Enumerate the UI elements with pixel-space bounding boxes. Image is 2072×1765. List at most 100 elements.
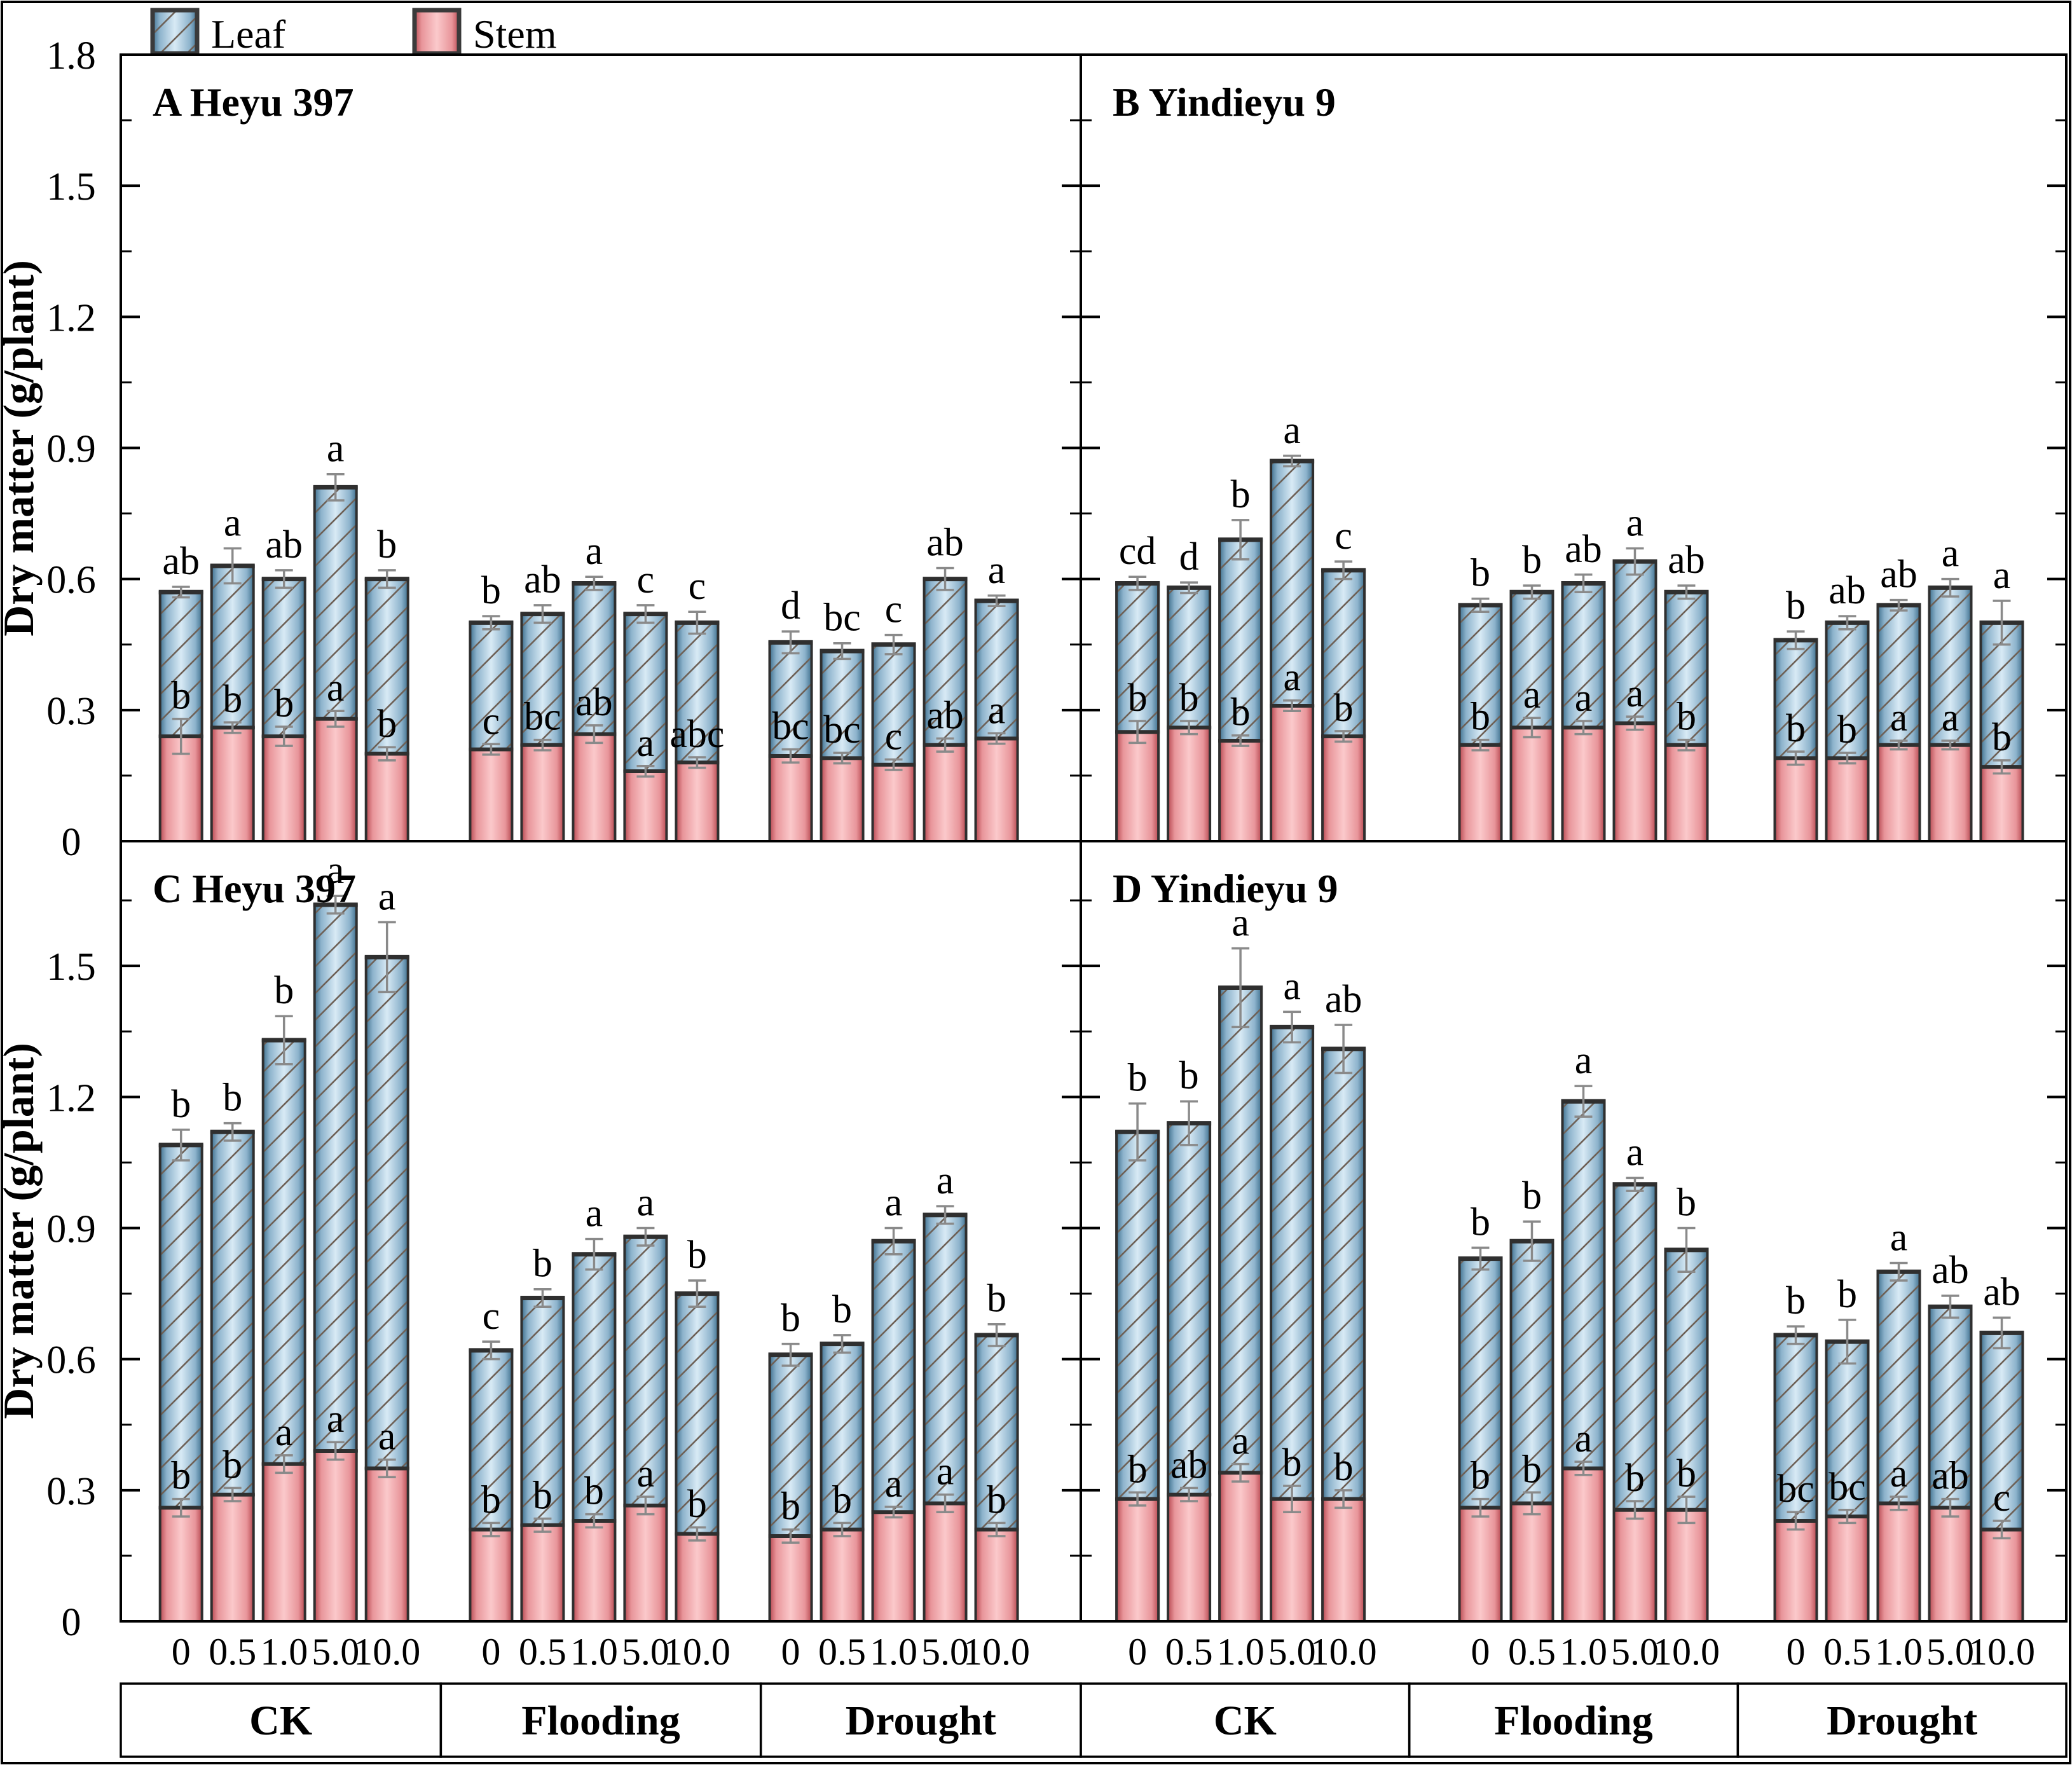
total-sig-letter: ab: [1828, 569, 1866, 612]
stem-sig-letter: b: [1128, 1448, 1148, 1491]
stem-bar-segment: [1458, 743, 1503, 843]
stem-sig-letter: b: [481, 1478, 501, 1521]
total-sig-letter: d: [781, 584, 800, 628]
total-sig-letter: b: [1471, 1200, 1490, 1244]
stem-bar-segment: [1270, 704, 1315, 842]
leaf-bar-hatch: [1825, 621, 1870, 760]
total-sig-letter: c: [483, 1295, 500, 1338]
panel-title: C Heyu 397: [153, 866, 356, 911]
group-label: Flooding: [521, 1698, 680, 1744]
stem-sig-letter: b: [274, 682, 294, 725]
stem-sig-letter: a: [1942, 696, 1959, 739]
total-sig-letter: d: [1179, 535, 1199, 579]
axis-tick-label: 1.2: [46, 1076, 96, 1120]
total-sig-letter: b: [1179, 1054, 1199, 1097]
stem-bar-segment: [1509, 1502, 1554, 1623]
stem-sig-letter: a: [637, 722, 655, 765]
stem-sig-letter: a: [327, 1398, 345, 1441]
stem-bar-segment: [1979, 766, 2024, 843]
axis-tick-label: 1.2: [46, 296, 96, 340]
stem-sig-letter: bc: [1777, 1467, 1815, 1511]
total-sig-letter: b: [1128, 1057, 1148, 1100]
stem-bar-segment: [364, 752, 409, 842]
stem-bar-segment: [923, 1502, 968, 1623]
dose-tick-label: 0: [1471, 1631, 1490, 1673]
axis-tick-label: 1.5: [46, 945, 96, 989]
total-sig-letter: ab: [162, 540, 200, 583]
dose-tick-label: 5.0: [1926, 1631, 1974, 1673]
stem-sig-letter: bc: [823, 708, 861, 752]
stem-sig-letter: a: [327, 666, 345, 710]
dose-tick-label: 0: [172, 1631, 191, 1673]
leaf-bar-hatch: [1115, 1130, 1160, 1501]
stem-sig-letter: c: [1993, 1476, 2011, 1520]
dose-tick-label: 0: [1787, 1631, 1806, 1673]
panel-title: B Yindieyu 9: [1113, 79, 1336, 125]
total-sig-letter: c: [885, 588, 903, 631]
total-sig-letter: a: [327, 849, 345, 892]
total-sig-letter: b: [223, 1076, 242, 1120]
total-sig-letter: ab: [1668, 539, 1705, 582]
legend: Leaf Stem: [150, 8, 557, 57]
stem-bar-segment: [974, 1528, 1019, 1623]
stem-bar-segment: [1825, 1515, 1870, 1623]
stem-sig-letter: b: [171, 1455, 191, 1498]
stem-bar-segment: [1458, 1506, 1503, 1623]
total-sig-letter: a: [1942, 532, 1959, 575]
stem-bar-segment: [261, 735, 306, 842]
stem-bar-segment: [1321, 1497, 1366, 1623]
stem-sig-letter: b: [1282, 1441, 1302, 1485]
stem-sig-letter: a: [988, 689, 1006, 732]
total-sig-letter: a: [586, 530, 603, 573]
plot-frame-bottom: [120, 840, 2068, 1623]
stem-bar-segment: [820, 757, 865, 842]
leaf-bar-hatch: [1979, 621, 2024, 769]
total-sig-letter: a: [937, 1159, 954, 1202]
leaf-bar-hatch: [261, 1038, 306, 1466]
leaf-bar-hatch: [1876, 1270, 1921, 1505]
stem-bar-segment: [1115, 731, 1160, 843]
y-axis-title-bottom: Dry matter (g/plant): [0, 1043, 43, 1419]
dose-tick-label: 0.5: [519, 1631, 566, 1673]
stem-sig-letter: a: [1575, 1417, 1593, 1460]
total-sig-letter: a: [1626, 502, 1644, 545]
dose-tick-label: 1.0: [570, 1631, 618, 1673]
leaf-bar-hatch: [1612, 560, 1657, 725]
leaf-bar-hatch: [820, 650, 865, 760]
total-sig-letter: a: [327, 427, 345, 470]
stem-bar-segment: [313, 1449, 358, 1623]
leaf-bar-hatch: [1167, 586, 1212, 729]
stem-bar-segment: [1218, 739, 1263, 842]
stem-sig-letter: b: [1992, 716, 2012, 759]
dose-tick-label: 5.0: [921, 1631, 969, 1673]
stem-bar-segment: [675, 1532, 720, 1623]
stem-sig-letter: a: [637, 1452, 655, 1495]
total-sig-letter: b: [687, 1233, 707, 1277]
leaf-bar-hatch: [520, 612, 565, 746]
legend-label-leaf: Leaf: [211, 11, 286, 57]
stem-bar-segment: [768, 754, 813, 843]
stem-bar-segment: [1270, 1497, 1315, 1623]
panel-title: A Heyu 397: [153, 79, 353, 125]
stem-bar-segment: [820, 1528, 865, 1623]
stem-sig-letter: bc: [1828, 1466, 1866, 1509]
total-sig-letter: ab: [1931, 1249, 1969, 1292]
total-sig-letter: b: [274, 969, 294, 1012]
stem-sig-letter: b: [1471, 1455, 1490, 1498]
total-sig-letter: b: [171, 1083, 191, 1126]
leaf-bar-hatch: [1561, 582, 1606, 729]
leaf-bar-hatch: [1321, 1047, 1366, 1501]
leaf-bar-hatch: [364, 577, 409, 755]
stem-sig-letter: a: [1232, 1420, 1249, 1463]
stem-sig-letter: bc: [772, 705, 809, 748]
stem-bar-segment: [469, 748, 514, 843]
stem-bar-segment: [520, 1523, 565, 1623]
stem-sig-letter: b: [1179, 676, 1199, 720]
dose-tick-label: 5.0: [622, 1631, 669, 1673]
total-sig-letter: a: [885, 1181, 903, 1225]
dose-tick-label: 10.0: [353, 1631, 420, 1673]
stem-bar-segment: [768, 1534, 813, 1623]
dose-tick-label: 10.0: [963, 1631, 1030, 1673]
leaf-bar-hatch: [871, 643, 916, 766]
total-sig-letter: b: [832, 1288, 852, 1331]
